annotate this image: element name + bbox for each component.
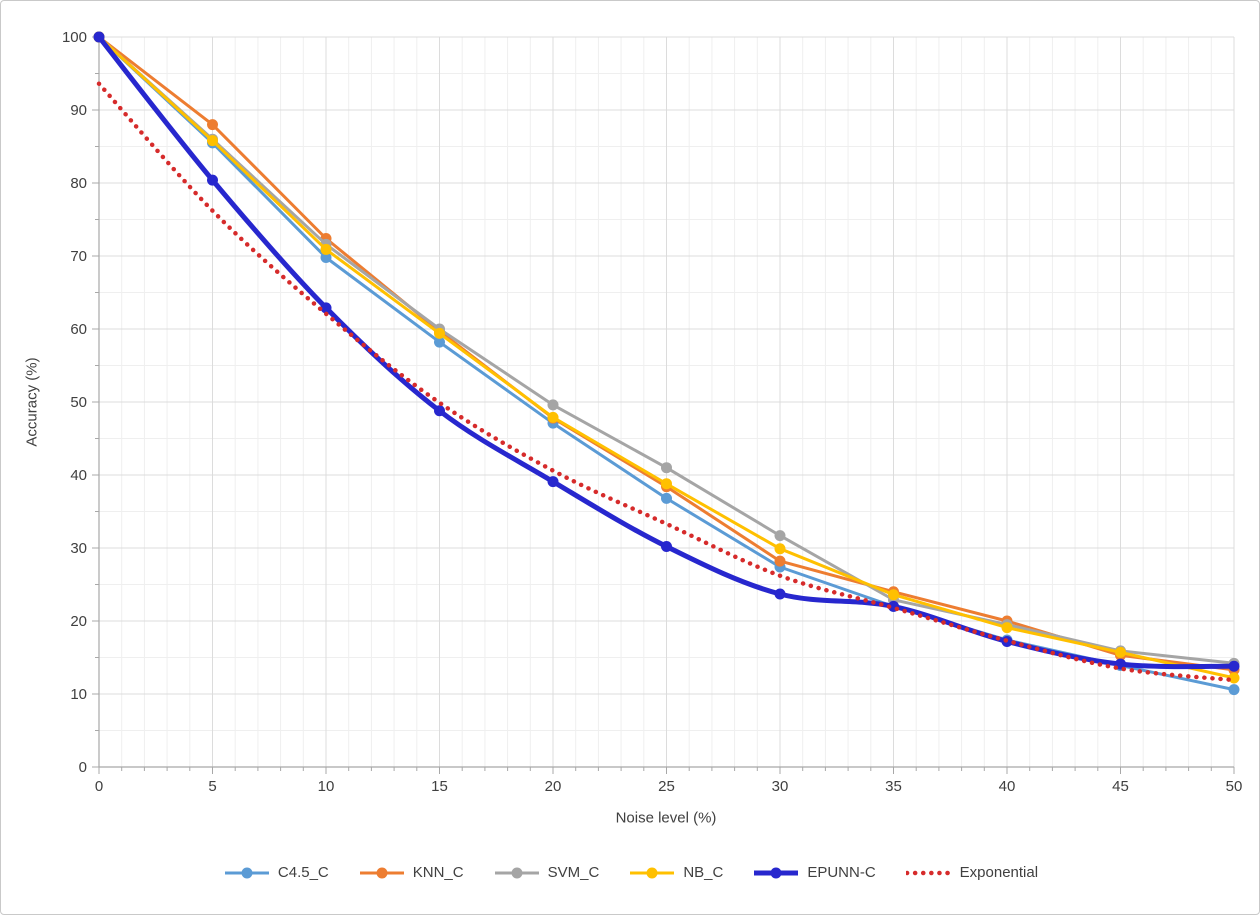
legend-marker-SVM_C — [494, 867, 539, 878]
series-marker-SVM_C — [661, 462, 672, 474]
y-tick-label: 30 — [70, 540, 87, 557]
x-tick-label: 0 — [95, 778, 103, 795]
y-tick-label: 40 — [70, 467, 87, 484]
legend: C4.5_C KNN_C SVM_C NB_C EPUNN-C Exponential — [1, 864, 1259, 881]
x-tick-label: 25 — [658, 778, 675, 795]
legend-marker-Exponential — [905, 870, 952, 875]
x-tick-label: 5 — [208, 778, 216, 795]
series-marker-EPUNN-C — [1228, 660, 1240, 672]
legend-marker-C4.5_C — [224, 867, 269, 878]
series-marker-NB_C — [320, 243, 332, 255]
x-tick-label: 20 — [545, 778, 562, 795]
y-tick-label: 70 — [70, 248, 87, 265]
x-axis-title: Noise level (%) — [615, 809, 717, 827]
y-tick-label: 20 — [70, 613, 87, 630]
series-marker-NB_C — [434, 327, 445, 339]
legend-item-C4.5_C: C4.5_C — [224, 864, 329, 881]
x-tick-label: 15 — [431, 778, 448, 795]
series-marker-SVM_C — [547, 399, 559, 411]
series-marker-NB_C — [207, 135, 218, 147]
series-marker-NB_C — [1115, 646, 1126, 658]
series-marker-EPUNN-C — [661, 541, 672, 553]
series-marker-KNN_C — [207, 119, 218, 131]
x-tick-label: 40 — [999, 778, 1016, 795]
series-marker-C4.5_C — [661, 492, 672, 504]
y-tick-label: 90 — [70, 102, 87, 119]
legend-item-NB_C: NB_C — [629, 864, 723, 881]
series-marker-EPUNN-C — [320, 302, 332, 314]
series-marker-C4.5_C — [1228, 684, 1240, 696]
legend-label-KNN_C: KNN_C — [412, 864, 464, 881]
legend-label-SVM_C: SVM_C — [547, 864, 600, 881]
series-marker-C4.5_C — [320, 251, 332, 263]
y-tick-label: 60 — [70, 321, 87, 338]
legend-label-EPUNN-C: EPUNN-C — [807, 864, 876, 881]
series-marker-NB_C — [1001, 622, 1013, 634]
series-marker-C4.5_C — [434, 336, 445, 348]
legend-item-Exponential: Exponential — [905, 864, 1039, 881]
legend-label-NB_C: NB_C — [683, 864, 724, 881]
x-tick-label: 35 — [885, 778, 902, 795]
y-tick-label: 80 — [70, 175, 87, 192]
legend-label-Exponential: Exponential — [959, 864, 1039, 881]
y-tick-label: 0 — [79, 759, 87, 776]
x-tick-label: 45 — [1112, 778, 1129, 795]
y-tick-label: 100 — [62, 29, 87, 46]
series-marker-NB_C — [774, 543, 786, 555]
series-marker-EPUNN-C — [207, 174, 218, 186]
x-tick-label: 30 — [772, 778, 789, 795]
series-marker-SVM_C — [774, 530, 786, 542]
legend-item-KNN_C: KNN_C — [359, 864, 464, 881]
series-marker-NB_C — [888, 589, 899, 601]
x-tick-label: 50 — [1226, 778, 1243, 795]
series-line-Exponential — [96, 81, 1237, 683]
series-marker-EPUNN-C — [93, 31, 105, 43]
legend-marker-KNN_C — [359, 867, 404, 878]
series-marker-EPUNN-C — [547, 476, 559, 488]
series-marker-KNN_C — [774, 555, 786, 567]
series-marker-NB_C — [1228, 672, 1240, 684]
legend-item-SVM_C: SVM_C — [494, 864, 600, 881]
series-marker-NB_C — [547, 411, 559, 423]
series-marker-EPUNN-C — [434, 405, 445, 417]
legend-label-C4.5_C: C4.5_C — [277, 864, 329, 881]
series-marker-NB_C — [661, 478, 672, 490]
y-tick-label: 10 — [70, 686, 87, 703]
legend-item-EPUNN-C: EPUNN-C — [753, 864, 876, 881]
x-tick-label: 10 — [318, 778, 335, 795]
legend-marker-EPUNN-C — [754, 867, 799, 878]
y-tick-label: 50 — [70, 394, 87, 411]
y-axis-title: Accuracy (%) — [23, 357, 41, 447]
series-marker-EPUNN-C — [774, 588, 786, 600]
legend-marker-NB_C — [630, 867, 675, 878]
